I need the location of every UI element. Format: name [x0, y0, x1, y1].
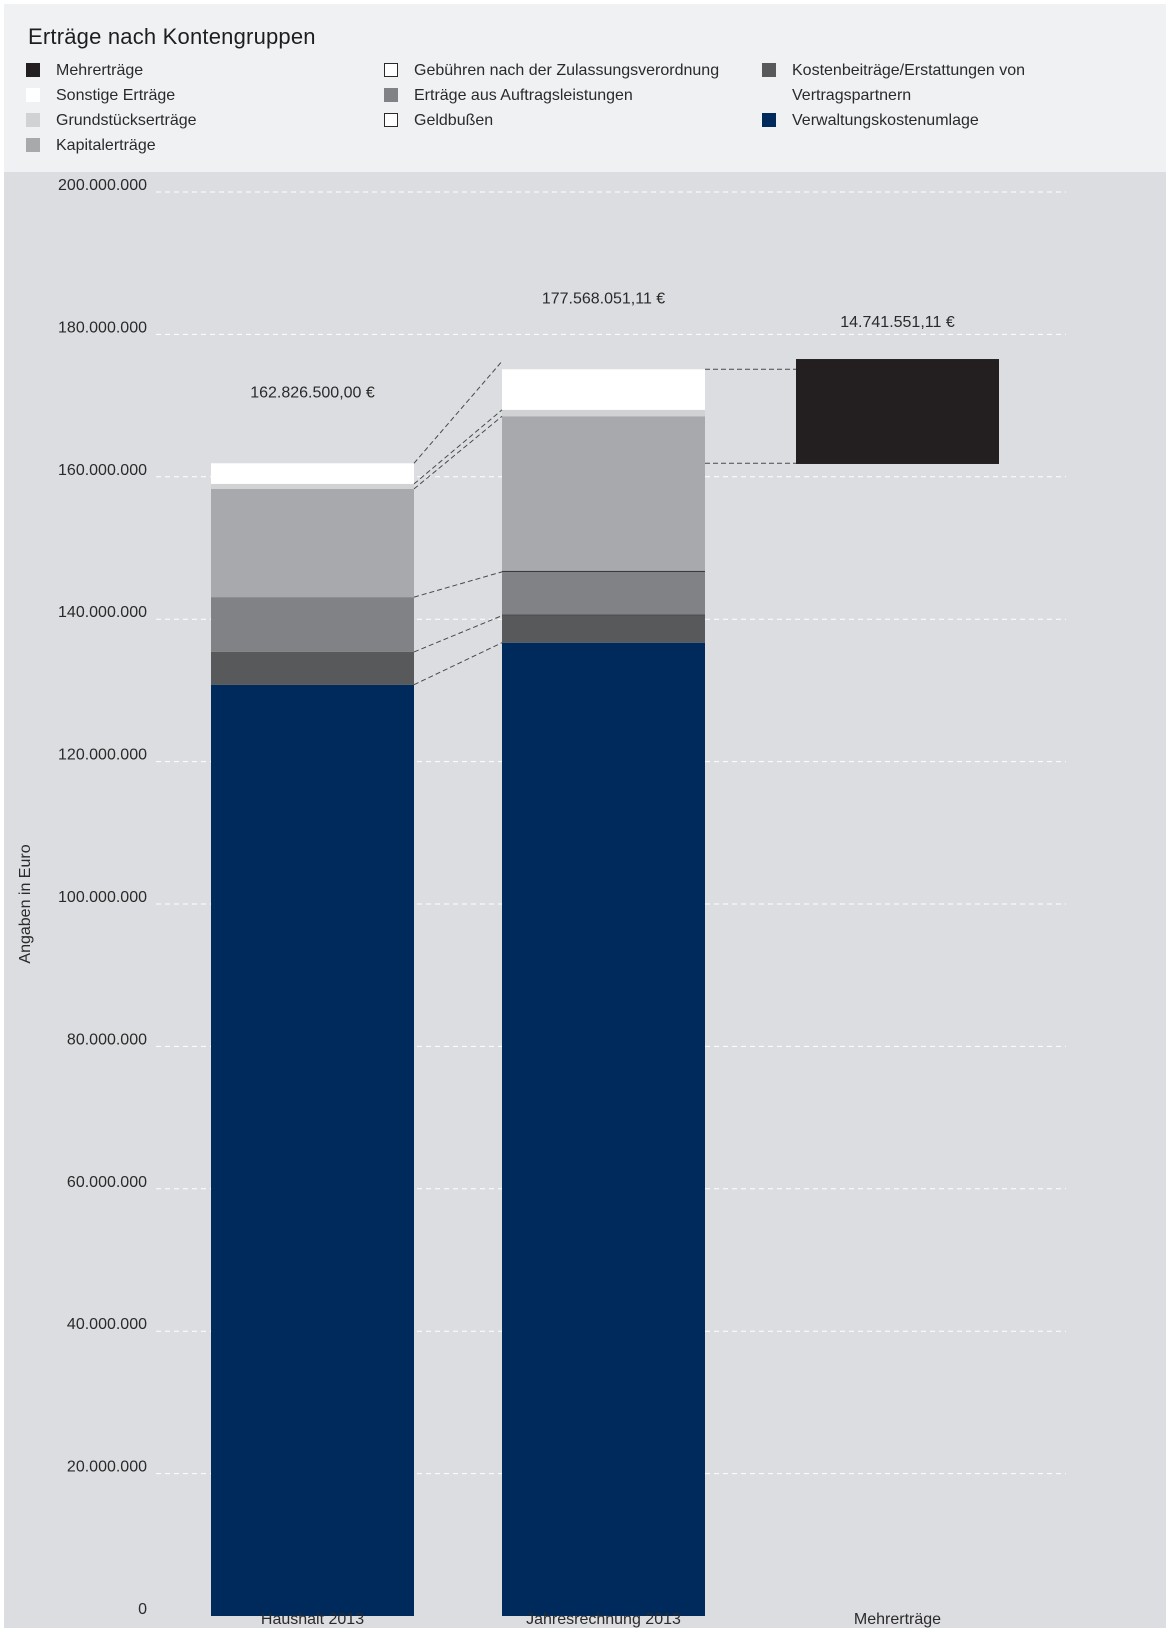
legend-item-kapitalertraege: Kapitalerträge	[26, 133, 376, 158]
bar-segment-mehrertraege-8	[796, 359, 999, 464]
connector-line-1	[413, 615, 503, 653]
chart-header: Erträge nach Kontengruppen Mehrerträge S…	[4, 4, 1166, 172]
y-tick-label: 120.000.000	[58, 747, 147, 764]
legend-swatch-grundstueckertraege-icon	[26, 113, 40, 127]
y-tick-label: 40.000.000	[67, 1316, 147, 1333]
legend-label: Sonstige Erträge	[56, 87, 176, 104]
y-axis-title: Angaben in Euro	[17, 844, 34, 963]
x-category-label-mehrertraege: Mehrerträge	[854, 1611, 941, 1628]
stacked-bar-chart: 0 20.000.000 40.000.000 60.000.000 80.000.00…	[17, 177, 1066, 1628]
legend-label: Geldbußen	[414, 112, 494, 129]
connector-line-0	[413, 642, 503, 686]
bar-segment-jahresrechnung-6	[502, 409, 705, 417]
legend-item-kostenbeitraege: Kostenbeiträge/Erstattungen von Vertrags…	[762, 58, 1092, 108]
y-tick-label: 100.000.000	[58, 889, 147, 906]
x-category-label-jahresrechnung: Jahresrechnung 2013	[526, 1611, 681, 1628]
bar-segment-jahresrechnung-0	[502, 642, 705, 1616]
chart-title: Erträge nach Kontengruppen	[28, 24, 316, 49]
connector-line-2	[413, 571, 503, 598]
legend-label: Grundstückserträge	[56, 112, 197, 129]
legend-swatch-sonstige-ertraege-icon	[26, 88, 40, 102]
bar-segment-haushalt-6	[211, 483, 414, 489]
bar-segment-jahresrechnung-5	[502, 416, 705, 571]
legend-swatch-gebuehren-icon	[384, 63, 398, 77]
legend-label: Gebühren nach der Zulassungsverordnung	[414, 62, 720, 79]
legend-swatch-auftragsleistungen-icon	[384, 88, 398, 102]
bar-segment-haushalt-7	[211, 463, 414, 484]
legend-item-mehrertraege: Mehrerträge	[26, 58, 376, 83]
bar-segment-haushalt-0	[211, 684, 414, 1616]
bar-segment-jahresrechnung-7	[502, 369, 705, 410]
legend-item-sonstige-ertraege: Sonstige Erträge	[26, 83, 376, 108]
x-category-label-haushalt: Haushalt 2013	[261, 1611, 364, 1628]
connector-line-top	[413, 360, 503, 464]
legend-label: Mehrerträge	[56, 62, 144, 79]
bar-segment-haushalt-3	[211, 597, 414, 652]
legend-label: Verwaltungskostenumlage	[792, 112, 979, 129]
y-tick-label: 140.000.000	[58, 604, 147, 621]
connector-line-3	[413, 415, 503, 490]
legend-swatch-kapitalertraege-icon	[26, 138, 40, 152]
legend-item-geldbussen: Geldbußen	[384, 108, 734, 133]
legend-swatch-geldbussen-icon	[384, 113, 398, 127]
y-tick-label: 200.000.000	[58, 177, 147, 194]
connector-line-4	[413, 409, 503, 485]
bar-total-label-haushalt: 162.826.500,00 €	[250, 384, 375, 401]
legend-label: Erträge aus Auftragsleistungen	[414, 87, 633, 104]
legend-item-verwaltungskostenumlage: Verwaltungskostenumlage	[762, 108, 1112, 133]
chart-plot-area: 0 20.000.000 40.000.000 60.000.000 80.000.00…	[4, 172, 1166, 1628]
legend-column-3: Kostenbeiträge/Erstattungen von Vertrags…	[762, 58, 1112, 133]
legend-column-2: Gebühren nach der Zulassungsverordnung E…	[384, 58, 734, 133]
bar-segment-haushalt-5	[211, 488, 414, 598]
legend-swatch-kostenbeitraege-icon	[762, 63, 776, 77]
legend-label: Kapitalerträge	[56, 137, 156, 154]
y-tick-label: 160.000.000	[58, 462, 147, 479]
bar-total-label-mehrertraege: 14.741.551,11 €	[840, 314, 955, 331]
y-tick-label: 0	[138, 1601, 147, 1618]
legend-item-gebuehren: Gebühren nach der Zulassungsverordnung	[384, 58, 734, 83]
y-tick-label: 60.000.000	[67, 1174, 147, 1191]
bar-segment-haushalt-1	[211, 651, 414, 685]
bar-segment-jahresrechnung-3	[502, 571, 705, 615]
legend-item-auftragsleistungen: Erträge aus Auftragsleistungen	[384, 83, 734, 108]
legend-swatch-mehrertraege-icon	[26, 63, 40, 77]
bar-total-label-jahresrechnung: 177.568.051,11 €	[542, 290, 665, 307]
bar-segment-jahresrechnung-1	[502, 615, 705, 643]
legend-item-grundstueckertraege: Grundstückserträge	[26, 108, 376, 133]
legend-column-1: Mehrerträge Sonstige Erträge Grundstücks…	[26, 58, 376, 158]
legend-label: Kostenbeiträge/Erstattungen von Vertrags…	[792, 62, 1026, 104]
y-tick-label: 20.000.000	[67, 1459, 147, 1476]
y-tick-label: 80.000.000	[67, 1031, 147, 1048]
legend-swatch-verwaltungskostenumlage-icon	[762, 113, 776, 127]
y-tick-label: 180.000.000	[58, 319, 147, 336]
